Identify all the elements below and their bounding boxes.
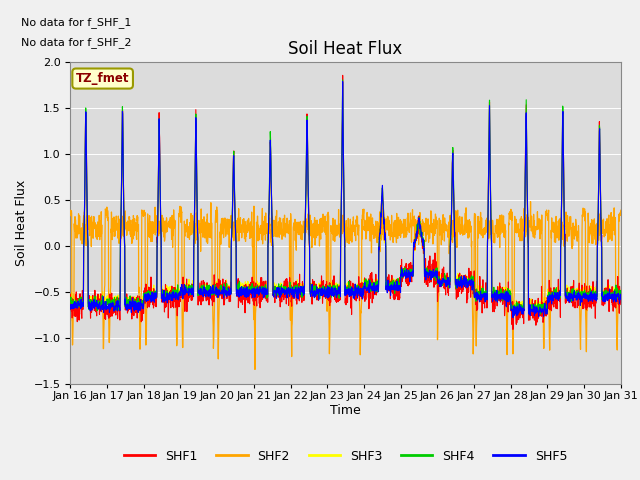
Text: No data for f_SHF_2: No data for f_SHF_2 bbox=[21, 36, 131, 48]
Text: No data for f_SHF_1: No data for f_SHF_1 bbox=[21, 17, 131, 28]
X-axis label: Time: Time bbox=[330, 404, 361, 417]
Y-axis label: Soil Heat Flux: Soil Heat Flux bbox=[15, 180, 28, 266]
Text: TZ_fmet: TZ_fmet bbox=[76, 72, 129, 85]
Legend: SHF1, SHF2, SHF3, SHF4, SHF5: SHF1, SHF2, SHF3, SHF4, SHF5 bbox=[119, 445, 572, 468]
Title: Soil Heat Flux: Soil Heat Flux bbox=[289, 40, 403, 58]
